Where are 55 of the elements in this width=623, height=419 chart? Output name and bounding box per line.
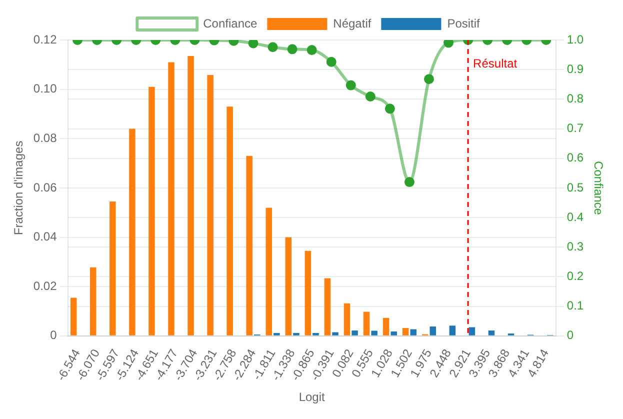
y2-tick-label: 0.1	[566, 298, 584, 313]
bar	[226, 106, 233, 336]
bar	[168, 62, 174, 336]
y2-tick-label: 0.6	[566, 150, 584, 165]
bar	[371, 330, 378, 336]
y2-tick-label: 0.2	[566, 269, 584, 284]
bar	[410, 329, 416, 336]
bar	[246, 156, 252, 336]
bar	[390, 331, 397, 336]
y2-tick-label: 0.3	[566, 239, 584, 254]
bar	[363, 312, 370, 336]
bar	[70, 298, 77, 336]
bar	[304, 250, 312, 336]
bar	[90, 267, 96, 336]
y2-tick-label: 0.4	[566, 210, 584, 224]
bar	[344, 303, 350, 336]
legend-label: Négatif	[333, 16, 372, 30]
y-tick-label: 0.12	[33, 32, 58, 46]
y2-tick-label: 1.0	[566, 32, 584, 46]
bar	[468, 327, 476, 336]
y2-tick-label: 0	[566, 328, 574, 342]
y2-axis-title: Confiance	[591, 160, 606, 216]
y-tick-label: 0.08	[33, 130, 58, 145]
bar	[430, 326, 436, 336]
bar	[312, 332, 319, 336]
y-axis-title: Fraction d'images	[12, 140, 26, 236]
bar	[110, 202, 116, 336]
bar	[324, 278, 331, 336]
bar	[402, 328, 409, 336]
bar	[266, 208, 272, 336]
bar	[352, 330, 358, 336]
bar	[129, 128, 136, 336]
y2-tick-label: 0.7	[566, 121, 584, 136]
y-tick-label: 0	[50, 328, 58, 342]
y2-tick-label: 0.9	[566, 62, 584, 76]
x-axis-title: Logit	[298, 390, 326, 404]
y-tick-label: 0.04	[33, 230, 58, 244]
bar	[293, 332, 300, 336]
bar	[207, 75, 214, 336]
bar	[449, 326, 456, 336]
y-tick-label: 0.02	[33, 278, 58, 293]
legend-label: Confiance	[203, 16, 258, 30]
y-tick-label: 0.10	[33, 82, 58, 96]
bar	[285, 237, 292, 336]
bar	[382, 318, 390, 336]
bar	[332, 332, 338, 336]
bar	[188, 56, 194, 336]
legend-label: Positif	[447, 16, 481, 30]
bar	[274, 332, 280, 336]
bar	[488, 330, 495, 336]
y2-tick-label: 0.5	[566, 180, 584, 194]
ref-line-label: Résultat	[473, 56, 518, 70]
y2-tick-label: 0.8	[566, 92, 584, 106]
y-tick-label: 0.06	[33, 180, 58, 194]
bar	[148, 86, 155, 336]
